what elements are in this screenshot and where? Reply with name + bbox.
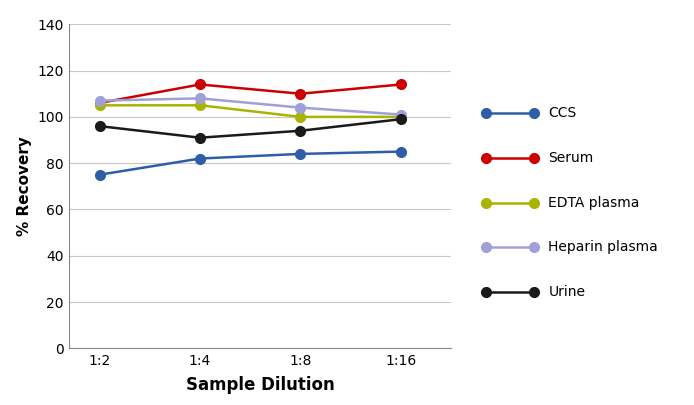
Heparin plasma [397,112,405,117]
EDTA plasma [95,103,103,108]
X-axis label: Sample Dilution: Sample Dilution [186,376,335,394]
Heparin plasma [95,98,103,103]
Heparin plasma [196,96,204,101]
Text: EDTA plasma: EDTA plasma [548,196,640,209]
Text: Heparin plasma: Heparin plasma [548,240,658,254]
Y-axis label: % Recovery: % Recovery [17,136,32,236]
Serum [95,100,103,105]
Line: Urine: Urine [94,114,406,143]
Heparin plasma [296,105,305,110]
Urine [196,135,204,140]
Line: Serum: Serum [94,80,406,108]
Urine [397,117,405,121]
Text: Urine: Urine [548,285,585,298]
Serum [196,82,204,87]
CCS [95,172,103,177]
EDTA plasma [196,103,204,108]
Serum [397,82,405,87]
Urine [95,124,103,128]
CCS [196,156,204,161]
Line: Heparin plasma: Heparin plasma [94,94,406,119]
Text: CCS: CCS [548,107,577,120]
CCS [296,151,305,156]
Line: CCS: CCS [94,147,406,179]
EDTA plasma [397,115,405,119]
Text: Serum: Serum [548,151,593,165]
EDTA plasma [296,115,305,119]
CCS [397,149,405,154]
Serum [296,91,305,96]
Urine [296,128,305,133]
Line: EDTA plasma: EDTA plasma [94,100,406,122]
